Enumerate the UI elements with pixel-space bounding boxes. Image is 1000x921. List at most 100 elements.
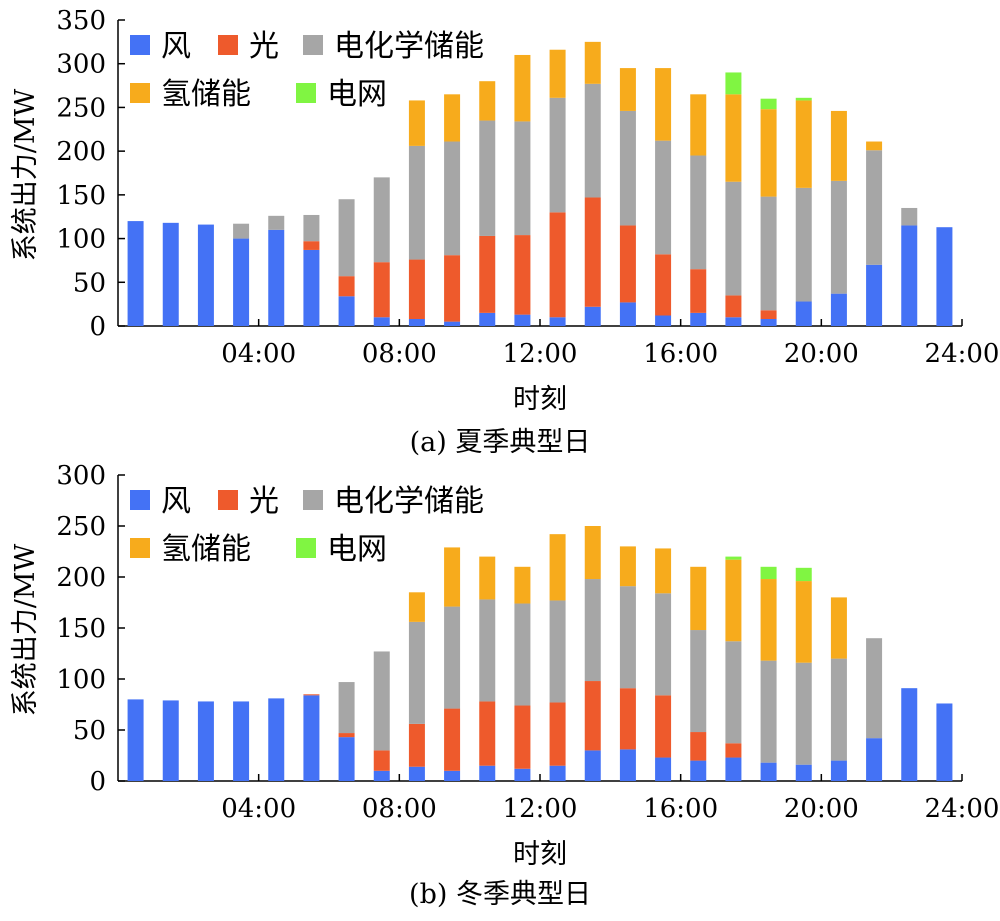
summer-bar-solar: [619, 225, 636, 303]
summer-y-tick-label: 0: [89, 312, 106, 342]
summer-bar-wind: [127, 221, 144, 326]
summer-x-tick-label: 08:00: [362, 339, 437, 369]
winter-bar-wind: [197, 701, 214, 781]
winter-y-tick-label: 300: [56, 461, 106, 491]
summer-bar-solar: [303, 241, 320, 250]
winter-bar-battery: [690, 630, 707, 733]
summer-bar-battery: [408, 145, 425, 260]
winter-bar-solar: [584, 681, 601, 751]
winter-bar-battery: [408, 621, 425, 724]
summer-bar-wind: [268, 229, 285, 326]
summer-bar-battery: [549, 97, 566, 213]
summer-bar-battery: [760, 196, 777, 311]
summer-bar-solar: [408, 259, 425, 320]
summer-bar-solar: [760, 310, 777, 320]
winter-bar-wind: [233, 701, 250, 781]
winter-bar-wind: [303, 695, 320, 781]
summer-x-tick-label: 24:00: [925, 339, 1000, 369]
summer-bar-battery: [303, 214, 320, 242]
summer-bar-wind: [479, 312, 496, 326]
summer-bar-wind: [936, 227, 953, 326]
winter-x-tick-label: 16:00: [643, 794, 718, 824]
summer-bar-wind: [444, 321, 461, 326]
summer-bar-wind: [514, 314, 531, 326]
winter-bar-solar: [444, 708, 461, 771]
summer-bar-wind: [549, 317, 566, 326]
summer-bar-solar: [444, 255, 461, 322]
winter-legend-label-hydrogen: 氢储能: [161, 532, 251, 567]
winter-x-tick-label: 20:00: [784, 794, 859, 824]
summer-legend-label-wind: 风: [161, 29, 191, 64]
winter-bar-wind: [127, 699, 144, 781]
summer-bar-wind: [162, 222, 179, 326]
summer-bar-solar: [373, 262, 390, 318]
summer-bar-battery: [655, 140, 672, 255]
summer-y-tick-label: 200: [56, 137, 106, 167]
winter-bar-hydrogen: [619, 546, 636, 587]
summer-bar-hydrogen: [444, 94, 461, 142]
winter-bar-hydrogen: [444, 547, 461, 607]
summer-bar-hydrogen: [514, 54, 531, 122]
summer-bar-wind: [655, 315, 672, 326]
summer-legend-swatch-wind: [130, 35, 150, 55]
summer-legend-swatch-solar: [218, 35, 238, 55]
winter-bar-wind: [162, 700, 179, 781]
winter-bar-battery: [479, 599, 496, 702]
summer-bar-wind: [373, 317, 390, 326]
summer-bar-wind: [901, 225, 918, 326]
winter-bar-battery: [338, 682, 355, 734]
summer-y-axis-label: 系统出力/MW: [10, 89, 41, 262]
summer-bar-battery: [619, 110, 636, 226]
summer-bar-hydrogen: [584, 41, 601, 84]
summer-y-tick-label: 100: [56, 225, 106, 255]
summer-bar-wind: [619, 302, 636, 326]
summer-bar-wind: [830, 293, 847, 326]
winter-legend-swatch-hydrogen: [130, 538, 150, 558]
summer-bar-battery: [901, 207, 918, 226]
winter-bar-solar: [725, 743, 742, 758]
summer-y-tick-label: 250: [56, 93, 106, 123]
winter-legend-label-wind: 风: [161, 484, 191, 519]
summer-y-tick-label: 350: [56, 6, 106, 36]
winter-bar-hydrogen: [514, 566, 531, 604]
winter-bar-grid: [795, 567, 812, 582]
winter-legend-swatch-grid: [296, 538, 316, 558]
winter-legend-label-grid: 电网: [327, 532, 387, 567]
winter-chart: 0 50 100 150 200 250 300 04:00 08:00 12:00 16:00 20…: [10, 461, 999, 870]
summer-bar-hydrogen: [795, 100, 812, 188]
winter-bar-battery: [725, 641, 742, 744]
summer-legend-label-solar: 光: [249, 29, 279, 64]
summer-bar-hydrogen: [619, 68, 636, 111]
winter-bar-wind: [901, 688, 918, 781]
winter-legend-label-solar: 光: [249, 484, 279, 519]
summer-bar-hydrogen: [655, 68, 672, 141]
winter-bar-hydrogen: [408, 592, 425, 622]
summer-bar-battery: [725, 181, 742, 296]
winter-bar-solar: [549, 702, 566, 766]
summer-x-tick-label: 04:00: [221, 339, 296, 369]
winter-legend-swatch-solar: [218, 490, 238, 510]
summer-bar-battery: [830, 180, 847, 294]
winter-y-tick-label: 100: [56, 665, 106, 695]
winter-legend-label-battery: 电化学储能: [334, 484, 484, 519]
winter-x-axis-label: 时刻: [513, 839, 567, 870]
summer-bar-hydrogen: [725, 94, 742, 182]
winter-bar-hydrogen: [549, 534, 566, 601]
summer-x-tick-label: 12:00: [503, 339, 578, 369]
summer-bar-battery: [444, 141, 461, 256]
winter-bar-solar: [338, 733, 355, 738]
summer-bar-grid: [760, 98, 777, 110]
summer-bar-wind: [795, 301, 812, 326]
summer-legend-swatch-battery: [303, 35, 323, 55]
winter-bar-wind: [584, 750, 601, 781]
summer-bar-wind: [197, 224, 214, 326]
summer-bar-wind: [303, 249, 320, 326]
winter-bar-wind: [444, 770, 461, 781]
winter-bar-hydrogen: [655, 548, 672, 594]
summer-x-tick-label: 16:00: [643, 339, 718, 369]
winter-y-tick-label: 250: [56, 512, 106, 542]
winter-bar-wind: [795, 764, 812, 781]
winter-y-tick-label: 0: [89, 767, 106, 797]
winter-x-tick-label: 12:00: [503, 794, 578, 824]
summer-bar-hydrogen: [866, 141, 883, 151]
